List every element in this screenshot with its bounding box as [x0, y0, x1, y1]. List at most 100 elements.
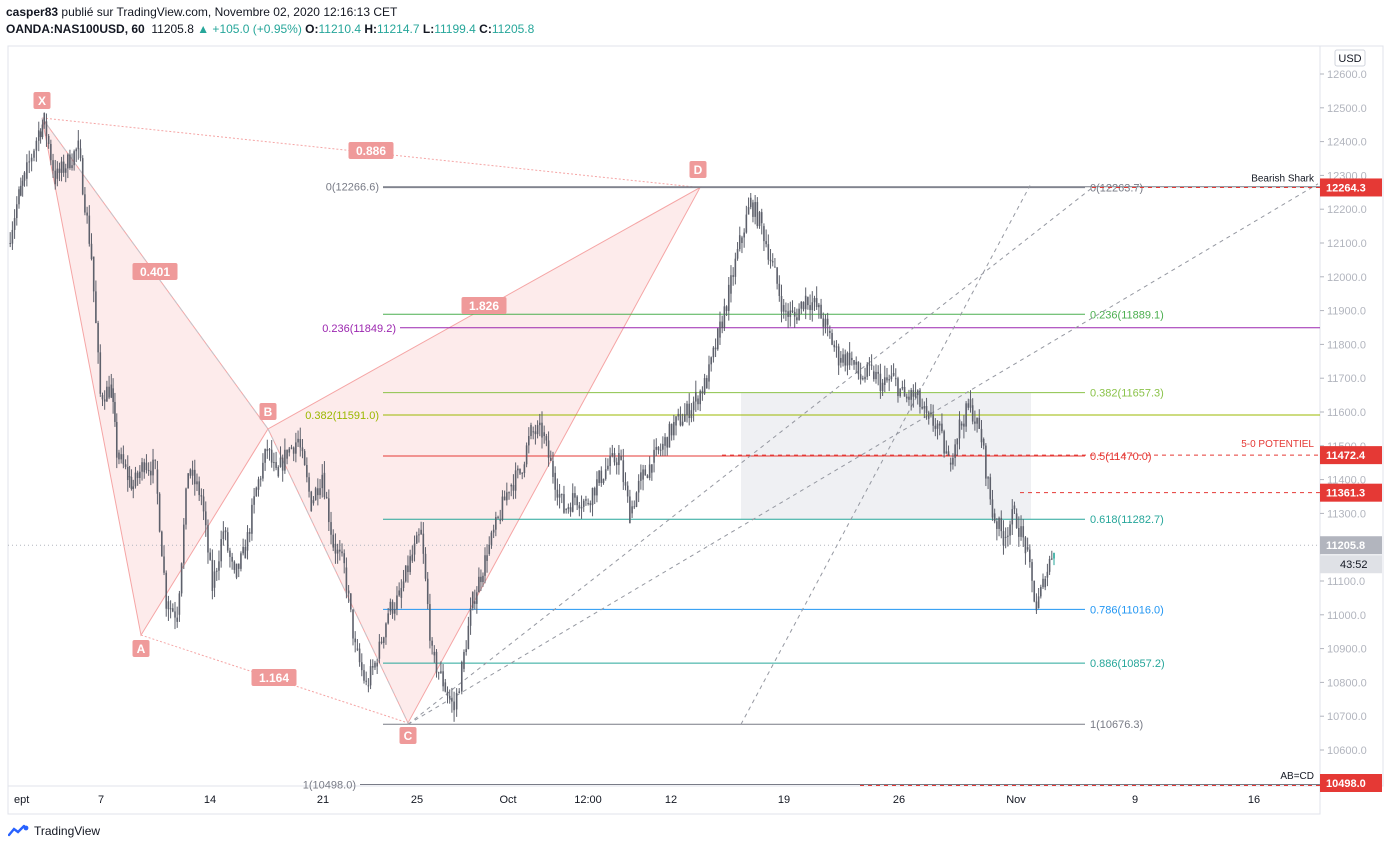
candle-body [622, 460, 625, 483]
candle-body [356, 648, 359, 650]
price-tag[interactable] [1320, 536, 1382, 555]
candle-body [143, 462, 146, 473]
price-tag[interactable] [1320, 178, 1382, 197]
y-tick-label: 12400.0 [1327, 137, 1367, 149]
candle-body [303, 451, 306, 466]
candle-body [73, 151, 75, 166]
candle-body [697, 398, 699, 405]
candle-body [501, 496, 504, 520]
footer-brand[interactable]: TradingView [8, 824, 100, 838]
candle-body [308, 477, 310, 492]
candle-body [220, 539, 222, 562]
candle-body [35, 140, 38, 151]
candle-body [910, 390, 912, 400]
candle-body [609, 455, 611, 467]
candle-body [868, 364, 871, 366]
price-tag[interactable] [1320, 774, 1382, 792]
symbol-label[interactable]: OANDA:NAS100USD, 60 [6, 22, 145, 36]
candle-body [1037, 596, 1040, 609]
candle-body [936, 423, 939, 429]
candle-body [396, 595, 398, 610]
candle-body [145, 462, 148, 471]
publish-info: casper83 publié sur TradingView.com, Nov… [6, 5, 397, 19]
ratio-badge-bg [132, 263, 178, 280]
candle-body [710, 357, 712, 365]
price-tag[interactable] [1320, 483, 1382, 502]
candle-body [110, 384, 113, 398]
currency-box[interactable]: USD [1334, 49, 1366, 67]
candle-body [963, 423, 965, 427]
candle-body [796, 317, 798, 321]
author-name[interactable]: casper83 [6, 5, 59, 19]
candle-body [886, 377, 888, 381]
candle-body [422, 533, 425, 554]
x-tick-label: 12:00 [574, 794, 602, 806]
candle-body [793, 311, 796, 317]
candle-body [15, 204, 18, 219]
candle-body [202, 496, 205, 512]
candle-body [866, 364, 869, 377]
y-tick-label: 12600.0 [1327, 69, 1367, 81]
candle-body [314, 488, 317, 501]
y-tick-label: 10600.0 [1327, 745, 1367, 757]
candle-body [367, 685, 370, 687]
candle-body [118, 452, 120, 460]
candle-body [705, 378, 708, 389]
price-tag[interactable] [1320, 446, 1382, 465]
pattern-point-d: D [694, 163, 703, 177]
candle-body [465, 649, 467, 652]
candle-body [596, 479, 598, 496]
candle-body [196, 481, 198, 485]
open-label: O: [305, 22, 319, 36]
candle-body [130, 476, 133, 490]
candle-body [534, 431, 537, 435]
y-tick-label: 10900.0 [1327, 644, 1367, 656]
candle-body [336, 549, 339, 554]
candle-body [448, 695, 451, 699]
candle-body [347, 590, 350, 594]
tradingview-logo-icon [8, 824, 29, 837]
candle-body [90, 243, 93, 260]
candle-body [604, 469, 607, 479]
candle-body [914, 392, 917, 397]
x-tick-label: 9 [1132, 794, 1138, 806]
candle-body [374, 662, 376, 668]
candle-body [960, 423, 963, 426]
candle-body [892, 373, 895, 376]
candle-body [752, 202, 754, 217]
candle-body [26, 162, 28, 179]
po-label: 5-0 POTENTIEL [1241, 439, 1314, 450]
candle-body [176, 617, 179, 622]
candle-body [328, 498, 330, 523]
candle-body [1015, 513, 1018, 528]
candle-body [642, 469, 644, 480]
candle-body [670, 423, 673, 436]
candle-body [677, 413, 680, 417]
candle-body [688, 403, 691, 419]
candle-body [879, 373, 882, 392]
candle-body [398, 590, 400, 596]
candle-body [52, 160, 54, 171]
price-change: ▲ +105.0 (+0.95%) [197, 22, 302, 36]
candle-body [99, 352, 102, 394]
candle-body [727, 284, 730, 311]
candle-body [301, 447, 304, 452]
candle-body [582, 500, 585, 507]
candle-body [523, 464, 526, 474]
price-tag-label: 11205.8 [1326, 540, 1365, 552]
candle-body [174, 611, 176, 618]
y-tick-label: 11900.0 [1327, 306, 1366, 318]
candle-body [978, 417, 981, 429]
candle-body [58, 168, 61, 173]
candle-body [657, 446, 660, 451]
candle-body [862, 378, 864, 380]
price-tag-label: 12264.3 [1326, 182, 1366, 194]
candle-body [927, 412, 930, 419]
price-scale [1319, 45, 1384, 787]
candle-body [30, 157, 33, 162]
candle-body [947, 451, 950, 456]
candle-body [13, 218, 16, 230]
pattern-point-a-bg [132, 640, 150, 657]
candle-body [532, 431, 534, 433]
